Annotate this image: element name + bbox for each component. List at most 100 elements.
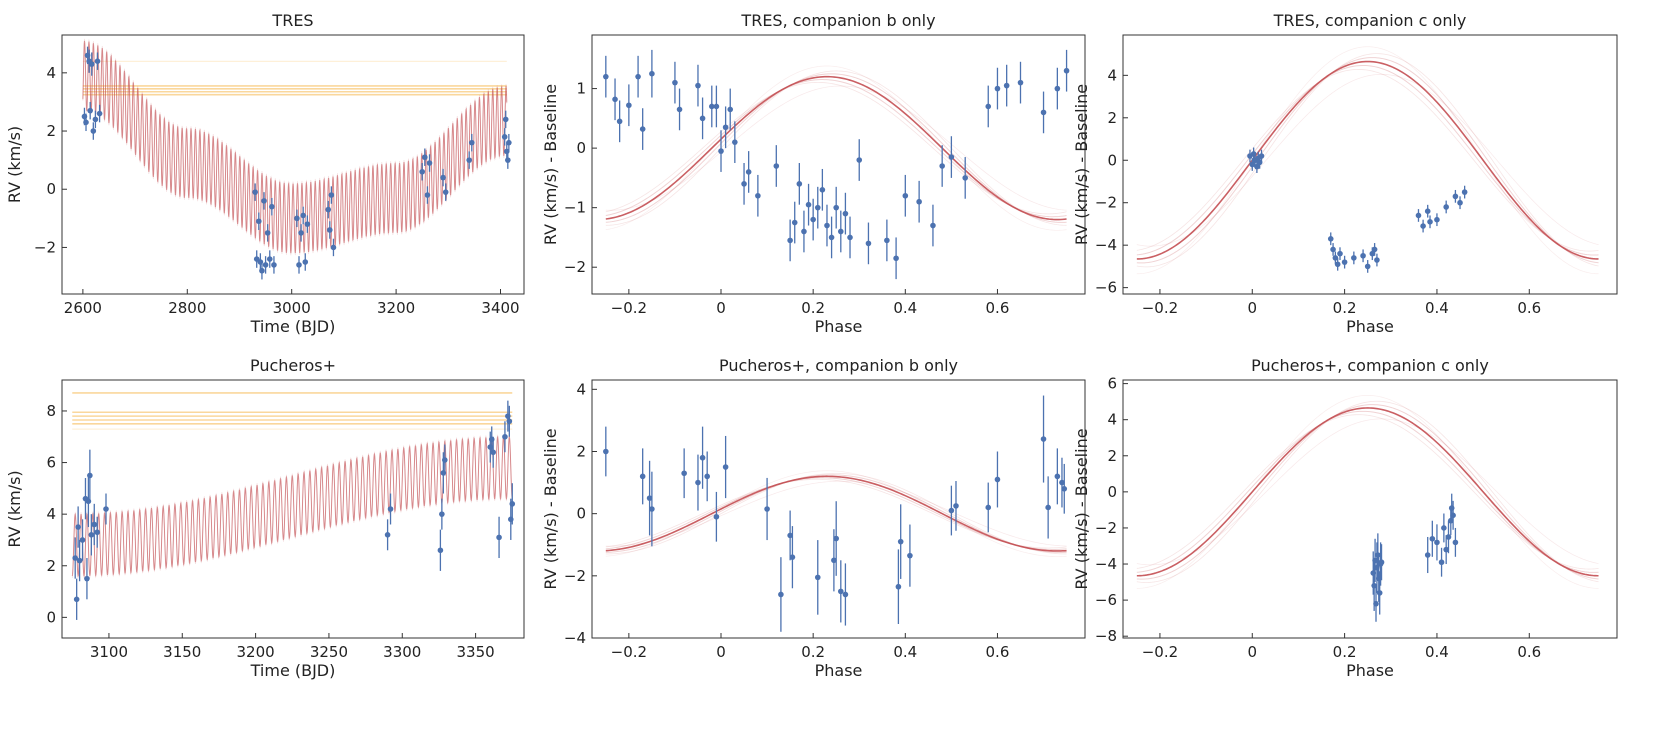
- data-marker: [422, 154, 428, 161]
- data-marker: [764, 506, 770, 512]
- model-curve: [605, 480, 1067, 547]
- data-marker: [1452, 193, 1459, 200]
- x-axis-label: Phase: [815, 661, 863, 680]
- data-point: [92, 110, 99, 129]
- data-point: [83, 113, 89, 132]
- data-marker: [1045, 504, 1051, 511]
- data-marker: [810, 216, 816, 223]
- data-marker: [1424, 208, 1431, 215]
- data-marker: [695, 82, 701, 89]
- data-point: [695, 454, 701, 511]
- data-point: [1450, 500, 1456, 530]
- data-point: [1452, 527, 1459, 557]
- data-marker: [264, 230, 271, 236]
- axes-frame: [591, 379, 1086, 639]
- data-point: [426, 154, 433, 172]
- data-marker: [1351, 255, 1357, 261]
- model-curve: [605, 472, 1067, 555]
- data-point: [713, 491, 720, 542]
- x-tick-label: 2600: [64, 299, 102, 317]
- data-point: [745, 151, 752, 193]
- data-point: [893, 237, 899, 280]
- data-marker: [1369, 250, 1376, 257]
- data-marker: [994, 476, 1001, 483]
- data-marker: [907, 552, 913, 559]
- data-marker: [713, 513, 720, 520]
- data-marker: [1371, 246, 1378, 253]
- data-marker: [259, 267, 265, 274]
- model-curve: [1136, 64, 1599, 256]
- data-point: [1327, 232, 1334, 246]
- data-marker: [1330, 246, 1336, 253]
- data-point: [616, 100, 623, 143]
- data-marker: [1461, 189, 1468, 195]
- data-point: [1434, 213, 1440, 227]
- data-marker: [509, 501, 516, 507]
- x-tick-label: −0.2: [611, 299, 647, 317]
- data-marker: [1258, 153, 1265, 159]
- data-point: [833, 501, 839, 576]
- data-point: [1461, 185, 1468, 199]
- data-marker: [649, 70, 655, 77]
- data-marker: [1443, 204, 1449, 210]
- x-tick-label: −0.2: [611, 643, 647, 661]
- data-point: [79, 519, 86, 561]
- data-point: [994, 451, 1001, 508]
- model-curve: [605, 85, 1067, 211]
- y-axis-label: RV (km/s) - Baseline: [541, 84, 560, 245]
- data-point: [91, 503, 98, 546]
- data-point: [916, 180, 922, 223]
- data-marker: [718, 148, 724, 154]
- data-point: [73, 578, 80, 620]
- y-tick-label: 0: [1107, 483, 1117, 501]
- data-marker: [603, 448, 609, 455]
- x-tick-label: 0.6: [986, 299, 1010, 317]
- data-marker: [838, 228, 844, 235]
- data-marker: [1063, 67, 1070, 74]
- data-point: [838, 210, 844, 253]
- data-marker: [1434, 539, 1440, 546]
- data-point: [424, 186, 431, 204]
- data-marker: [330, 244, 337, 251]
- y-tick-label: −6: [1095, 279, 1117, 297]
- data-point: [833, 186, 839, 229]
- data-point: [259, 261, 265, 280]
- data-point: [985, 482, 992, 533]
- data-point: [962, 157, 969, 199]
- data-point: [103, 493, 109, 525]
- data-marker: [1332, 255, 1339, 261]
- axes-frame: [61, 34, 525, 295]
- plot-area: [603, 395, 1068, 632]
- model-curve: [605, 477, 1067, 550]
- data-marker: [787, 237, 793, 244]
- data-marker: [778, 591, 784, 598]
- data-marker: [1040, 436, 1047, 442]
- data-marker: [1452, 539, 1459, 546]
- data-point: [612, 78, 618, 121]
- data-marker: [962, 175, 969, 181]
- data-point: [948, 485, 955, 536]
- data-point: [94, 516, 100, 548]
- data-marker: [626, 102, 632, 109]
- panel-title: Pucheros+, companion c only: [1251, 356, 1489, 375]
- data-marker: [490, 449, 497, 456]
- data-marker: [424, 192, 431, 198]
- data-marker: [1420, 223, 1426, 229]
- data-marker: [805, 201, 812, 208]
- data-point: [262, 256, 269, 274]
- data-marker: [842, 591, 849, 598]
- data-marker: [1364, 263, 1371, 270]
- data-marker: [704, 473, 710, 480]
- data-point: [1424, 536, 1431, 574]
- data-point: [490, 436, 497, 468]
- data-point: [502, 110, 509, 129]
- data-point: [1017, 61, 1024, 104]
- data-point: [302, 253, 309, 271]
- data-point: [695, 64, 701, 107]
- model-curve: [1136, 53, 1599, 268]
- data-marker: [327, 227, 333, 233]
- data-point: [764, 477, 770, 541]
- data-point: [842, 192, 849, 235]
